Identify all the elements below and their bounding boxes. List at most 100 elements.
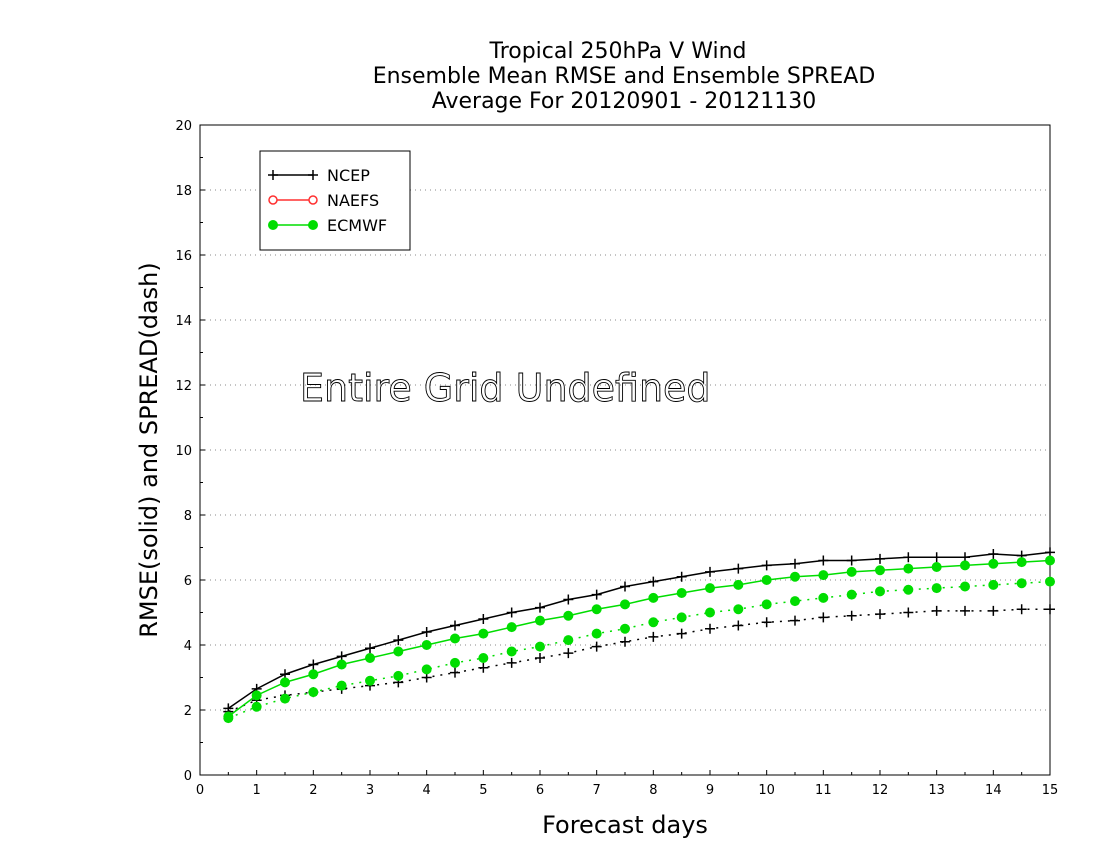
series-ecmwf-rmse-point (280, 677, 290, 688)
series-ncep-rmse-point (506, 607, 517, 618)
series-ecmwf-spread-point (223, 713, 234, 724)
series-ecmwf-rmse-point (450, 633, 460, 644)
series-ncep-rmse-point (478, 614, 489, 624)
series-ecmwf-spread-point (988, 579, 999, 590)
series-ecmwf-spread-point (676, 612, 687, 623)
x-tick-label: 3 (366, 783, 374, 798)
series-ecmwf-spread-point (903, 584, 914, 595)
series-ecmwf-rmse-point (1045, 555, 1055, 566)
series-ecmwf-spread-point (931, 583, 942, 594)
series-ncep-spread-point (846, 610, 857, 621)
series-ncep-spread-point (761, 617, 772, 628)
legend-marker (268, 195, 278, 205)
series-ecmwf-spread-point (506, 646, 517, 657)
legend-marker (308, 220, 318, 230)
series-ncep-rmse-point (591, 589, 602, 600)
series-ecmwf-rmse-point (478, 628, 489, 639)
series-ecmwf-spread-point (846, 589, 857, 600)
series-ncep-rmse-point (535, 602, 545, 613)
series-ecmwf-rmse-point (1016, 557, 1027, 568)
series-ecmwf-spread-point (705, 607, 715, 618)
series-ecmwf-rmse-point (733, 579, 744, 590)
series-ecmwf-rmse-point (705, 583, 715, 594)
y-tick-label: 16 (175, 249, 192, 264)
series-ecmwf-spread-point (960, 581, 970, 592)
chart-title-line-3: Average For 20120901 - 20121130 (432, 89, 817, 114)
series-ncep-spread-point (733, 620, 744, 631)
x-axis-label: Forecast days (542, 811, 708, 839)
series-ncep-spread-point (506, 657, 517, 668)
series-ncep-rmse (223, 547, 1055, 714)
legend-item-naefs: NAEFS (268, 191, 379, 210)
series-ecmwf-spread-point (761, 599, 772, 610)
x-tick-label: 15 (1042, 783, 1059, 798)
x-tick-label: 0 (196, 783, 204, 798)
series-ecmwf-rmse-point (563, 610, 574, 621)
series-ncep-rmse-point (563, 594, 574, 605)
series-ncep-spread-point (931, 605, 942, 616)
series-ncep-spread-point (1016, 604, 1027, 615)
x-axis-ticks: 0 1 2 3 4 5 6 7 8 9 10 11 12 13 14 15 (196, 770, 1058, 798)
series-ncep-rmse-point (790, 558, 800, 569)
legend-marker (308, 195, 318, 205)
series-ecmwf-spread-point (280, 693, 290, 704)
x-tick-label: 13 (928, 783, 945, 798)
legend-marker (268, 220, 278, 230)
series-ncep-rmse-point (705, 566, 715, 577)
series-ecmwf-rmse-point (988, 558, 999, 569)
y-axis-ticks: 0 2 4 6 8 10 12 14 16 18 20 (175, 119, 205, 784)
series-ncep-spread-point (676, 628, 687, 639)
series-ncep-spread-point (903, 607, 914, 618)
y-tick-label: 0 (184, 769, 192, 784)
x-tick-label: 4 (423, 783, 431, 798)
series-ncep-spread-point (988, 605, 999, 616)
series-ecmwf-rmse-point (251, 690, 262, 701)
series-ecmwf-spread-point (591, 628, 602, 639)
series-ecmwf-rmse-point (931, 562, 942, 572)
y-tick-label: 14 (175, 314, 192, 329)
undefined-grid-annotation: Entire Grid Undefined (300, 366, 711, 410)
series-ncep-spread-point (591, 641, 602, 652)
series-ecmwf-spread-point (365, 675, 375, 686)
chart-title-line-2: Ensemble Mean RMSE and Ensemble SPREAD (373, 64, 876, 89)
series-ecmwf-spread-point (421, 664, 432, 675)
series-ncep-rmse-point (393, 635, 404, 646)
x-tick-label: 6 (536, 783, 544, 798)
series-ecmwf-rmse-point (393, 646, 404, 657)
legend-marker (268, 170, 278, 180)
series-ecmwf-spread (223, 576, 1055, 724)
series-ecmwf-spread-point (1045, 576, 1055, 587)
legend-label: NCEP (327, 166, 370, 185)
y-tick-label: 4 (184, 639, 192, 654)
series-ncep-rmse-point (308, 659, 319, 670)
x-tick-label: 12 (872, 783, 889, 798)
series-ecmwf-rmse-point (790, 571, 800, 582)
series-ncep-spread-point (818, 612, 829, 623)
legend-label: NAEFS (327, 191, 379, 210)
series-ncep-spread-point (478, 662, 489, 673)
series-ecmwf-rmse-point (336, 659, 347, 670)
x-tick-label: 11 (815, 783, 832, 798)
series-ncep-rmse-point (818, 555, 829, 566)
x-tick-label: 14 (985, 783, 1002, 798)
legend-marker (308, 170, 318, 180)
legend: NCEP NAEFS ECMWF (259, 150, 411, 251)
series-ncep-spread (223, 604, 1055, 717)
series-ecmwf-spread-point (535, 641, 545, 652)
series-ecmwf-rmse-point (648, 592, 659, 603)
series-ncep-rmse-point (988, 549, 999, 559)
legend-item-ecmwf: ECMWF (268, 216, 387, 235)
series-ncep-spread-point (705, 623, 715, 634)
series-ecmwf-rmse-point (818, 570, 829, 581)
chart-title-line-1: Tropical 250hPa V Wind (488, 39, 746, 64)
series-ecmwf-spread-point (875, 586, 885, 597)
series-ecmwf-rmse-point (535, 615, 545, 626)
series-ecmwf-rmse-point (620, 599, 630, 610)
series-ncep-spread-point (620, 636, 630, 647)
series-ecmwf-spread-point (393, 670, 404, 681)
y-tick-label: 10 (175, 444, 192, 459)
x-tick-label: 5 (479, 783, 487, 798)
series-ncep-spread-point (875, 609, 885, 620)
series-ecmwf-spread-point (450, 657, 460, 668)
series-ecmwf-spread-point (818, 592, 829, 603)
